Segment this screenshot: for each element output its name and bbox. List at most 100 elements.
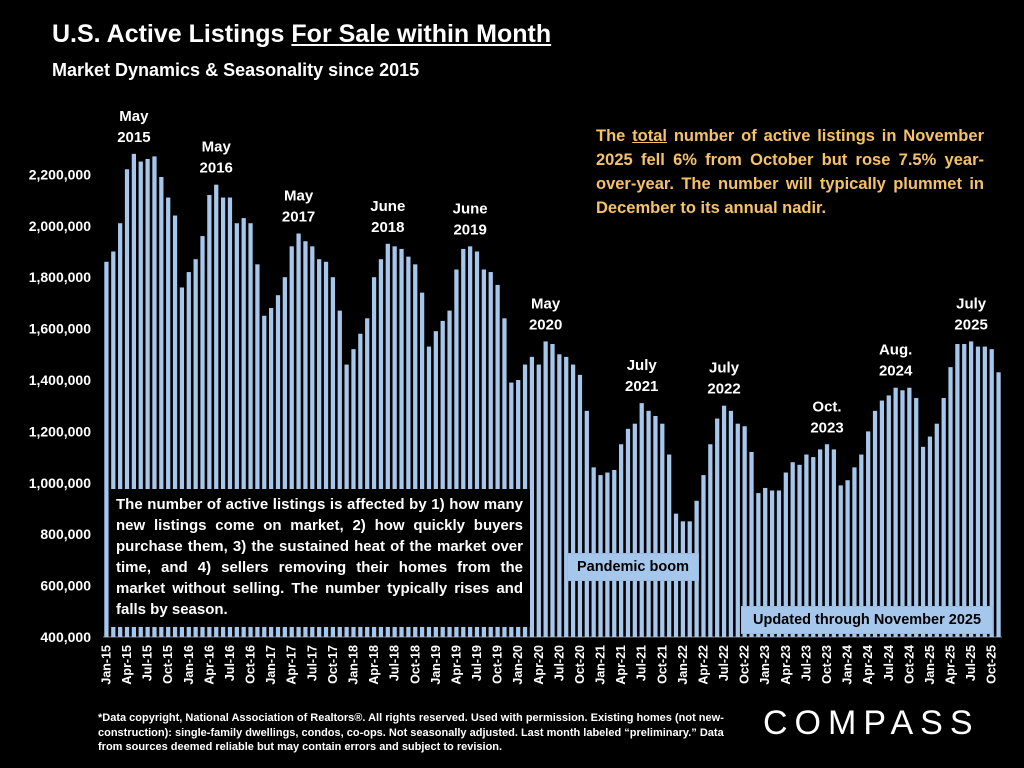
bar xyxy=(419,292,425,637)
x-tick-label: Apr-19 xyxy=(449,645,463,685)
bar xyxy=(818,449,823,637)
bar xyxy=(790,462,795,637)
bar xyxy=(968,341,974,637)
x-tick-label: Oct-17 xyxy=(326,645,340,684)
chart-subtitle: Market Dynamics & Seasonality since 2015 xyxy=(52,60,420,80)
bar xyxy=(708,444,713,637)
bar xyxy=(735,423,740,637)
bar xyxy=(124,169,130,637)
bar xyxy=(296,233,301,637)
bar xyxy=(166,197,171,637)
x-tick-label: Oct-21 xyxy=(655,645,669,684)
bar xyxy=(371,277,377,637)
bar xyxy=(591,467,596,637)
x-tick-label: Apr-24 xyxy=(861,645,875,685)
x-tick-label: Jan-25 xyxy=(923,645,937,685)
bar xyxy=(200,236,205,637)
bar xyxy=(632,423,637,637)
bar xyxy=(557,354,562,637)
bar xyxy=(914,397,919,637)
bar xyxy=(742,426,747,637)
peak-annotation: May 2015 xyxy=(117,108,150,146)
x-tick-label: Oct-23 xyxy=(820,645,834,684)
bar xyxy=(619,444,624,637)
bar xyxy=(454,269,459,637)
y-tick-label: 1,200,000 xyxy=(29,423,91,439)
bar xyxy=(172,215,178,637)
x-tick-label: Jan-20 xyxy=(511,645,525,685)
x-tick-label: Jul-16 xyxy=(223,645,237,681)
bar xyxy=(845,480,850,637)
y-tick-label: 800,000 xyxy=(40,526,91,542)
bar xyxy=(227,197,233,637)
peak-annotation: July 2025 xyxy=(954,295,987,333)
x-tick-label: Jul-22 xyxy=(717,645,731,681)
summary-note-underlined: total xyxy=(632,127,668,145)
bar xyxy=(701,475,706,637)
x-tick-label: Oct-22 xyxy=(738,645,752,684)
peak-annotation: May 2017 xyxy=(282,188,315,226)
bar xyxy=(763,487,768,637)
peak-annotation: July 2022 xyxy=(707,360,740,398)
bar xyxy=(317,259,322,637)
peak-annotation: Oct. 2023 xyxy=(810,398,843,436)
peak-annotation: July 2021 xyxy=(625,357,658,395)
bar xyxy=(941,397,946,637)
x-tick-label: Jul-25 xyxy=(964,645,978,681)
peak-annotation: May 2020 xyxy=(529,295,562,333)
pandemic-boom-label: Pandemic boom xyxy=(567,553,699,581)
bar xyxy=(962,344,967,637)
bar xyxy=(811,457,816,637)
bar xyxy=(289,246,294,638)
bar xyxy=(495,284,500,637)
bar xyxy=(550,344,555,637)
bar xyxy=(241,218,246,637)
x-tick-label: Apr-15 xyxy=(120,645,134,685)
bar xyxy=(804,454,809,637)
peak-annotation: May 2016 xyxy=(200,139,233,177)
x-tick-label: Jan-18 xyxy=(346,645,360,685)
bar xyxy=(872,410,878,637)
bar xyxy=(783,472,788,637)
bar xyxy=(234,223,239,638)
bar xyxy=(653,415,658,637)
x-tick-label: Jul-21 xyxy=(635,645,649,681)
bar xyxy=(797,464,802,637)
bar xyxy=(337,310,342,637)
bar xyxy=(303,241,308,637)
bar xyxy=(269,308,274,637)
bar xyxy=(488,272,493,637)
bar xyxy=(838,485,843,637)
y-tick-label: 1,600,000 xyxy=(29,321,91,337)
x-tick-label: Jan-15 xyxy=(99,645,113,685)
x-tick-label: Jan-24 xyxy=(841,645,855,685)
x-tick-label: Apr-25 xyxy=(944,645,958,685)
x-tick-label: Jul-18 xyxy=(388,645,402,681)
bar xyxy=(756,493,761,637)
bar xyxy=(907,387,912,637)
x-tick-label: Oct-25 xyxy=(985,645,999,684)
bar xyxy=(330,277,336,637)
bar xyxy=(118,223,123,638)
y-tick-label: 2,200,000 xyxy=(29,166,91,182)
bar xyxy=(543,341,548,637)
x-tick-label: Apr-22 xyxy=(696,645,710,685)
x-tick-label: Oct-19 xyxy=(491,645,505,684)
bar xyxy=(481,269,486,637)
x-tick-label: Jan-23 xyxy=(758,645,772,685)
bar xyxy=(275,295,281,637)
peak-annotation: Aug. 2024 xyxy=(879,342,913,380)
bar xyxy=(989,349,994,637)
bar xyxy=(831,449,836,637)
x-tick-label: Jul-17 xyxy=(305,645,319,681)
bar xyxy=(646,410,651,637)
bar xyxy=(392,246,397,638)
summary-note: The total number of active listings in N… xyxy=(596,124,984,220)
bar xyxy=(927,436,933,637)
bar xyxy=(207,194,212,637)
x-tick-label: Jul-19 xyxy=(470,645,484,681)
bar xyxy=(461,248,466,637)
bar xyxy=(138,161,143,638)
bar xyxy=(440,320,445,637)
